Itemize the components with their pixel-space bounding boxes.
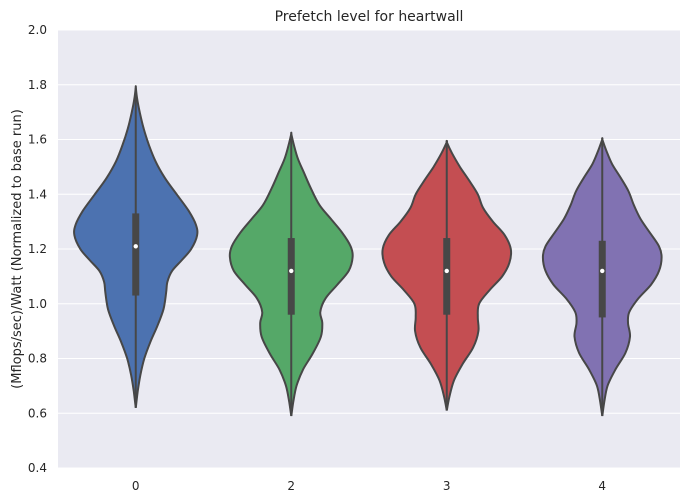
x-tick-label: 3 (443, 479, 451, 493)
violin-median-point (289, 268, 294, 274)
x-tick-labels: 0 2 3 4 (132, 479, 606, 493)
x-tick-label: 2 (287, 479, 295, 493)
chart-title: Prefetch level for heartwall (275, 9, 464, 25)
violin-iqr-box (443, 238, 451, 315)
x-tick-label: 0 (132, 479, 140, 493)
violin-0 (73, 85, 199, 408)
x-tick-label: 4 (598, 479, 606, 493)
y-tick-label: 1.8 (28, 78, 47, 92)
y-tick-label: 1.0 (28, 297, 47, 311)
y-tick-label: 0.4 (28, 461, 47, 475)
violins (73, 85, 663, 417)
violin-iqr-box (132, 213, 140, 296)
y-tick-label: 0.6 (28, 406, 47, 420)
violin-iqr-box (598, 240, 606, 318)
y-axis-label: (Mflops/sec)/Watt (Normalized to base ru… (10, 109, 25, 389)
y-tick-label: 0.8 (28, 352, 47, 366)
violin-median-point (600, 268, 605, 274)
y-tick-labels: 0.4 0.6 0.8 1.0 1.2 1.4 1.6 1.8 2.0 (28, 23, 47, 475)
violin-4 (541, 137, 663, 417)
violin-median-point (133, 244, 138, 249)
y-tick-label: 2.0 (28, 23, 47, 37)
violin-iqr-box (287, 238, 295, 315)
y-tick-label: 1.2 (28, 242, 47, 256)
y-tick-label: 1.6 (28, 133, 47, 147)
y-tick-label: 1.4 (28, 187, 47, 201)
violin-3 (381, 139, 513, 411)
violin-median-point (444, 268, 449, 274)
violin-2 (228, 131, 354, 417)
